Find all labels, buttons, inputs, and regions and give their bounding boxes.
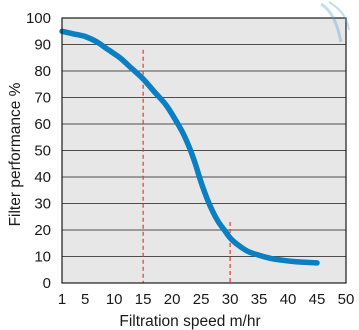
plot-frame	[61, 17, 347, 284]
x-tick-label: 15	[135, 291, 152, 308]
y-tick-label: 100	[26, 10, 51, 27]
grid-lines	[62, 44, 346, 257]
axes	[61, 17, 347, 284]
x-tick-labels: 1 5 10 15 20 25 30 35 40 45 50	[58, 291, 355, 308]
y-tick-label: 10	[34, 249, 51, 266]
series-layer	[59, 28, 320, 266]
y-tick-label: 80	[34, 63, 51, 80]
x-tick-label: 25	[193, 291, 210, 308]
y-axis-title: Filter performance %	[7, 82, 24, 226]
x-tick-label: 40	[280, 291, 297, 308]
y-tick-label: 50	[34, 143, 51, 160]
series-line	[59, 28, 320, 266]
x-axis-title: Filtration speed m/hr	[119, 313, 260, 330]
y-tick-label: 20	[34, 222, 51, 239]
x-tick-label: 30	[222, 291, 239, 308]
y-tick-label: 40	[34, 169, 51, 186]
x-tick-label: 20	[164, 291, 181, 308]
x-tick-label: 5	[81, 291, 89, 308]
x-tick-label: 50	[338, 291, 355, 308]
x-tick-label: 1	[58, 291, 66, 308]
y-tick-label: 30	[34, 196, 51, 213]
y-tick-label: 70	[34, 90, 51, 107]
x-tick-label: 10	[106, 291, 123, 308]
y-tick-labels: 0 10 20 30 40 50 60 70 80 90 100	[26, 10, 51, 292]
reference-lines	[142, 49, 231, 283]
watermark-logo-icon	[320, 1, 350, 43]
y-tick-label: 0	[43, 275, 51, 292]
x-tick-label: 35	[251, 291, 268, 308]
x-tick-label: 45	[309, 291, 326, 308]
y-tick-label: 90	[34, 37, 51, 54]
y-tick-label: 60	[34, 116, 51, 133]
